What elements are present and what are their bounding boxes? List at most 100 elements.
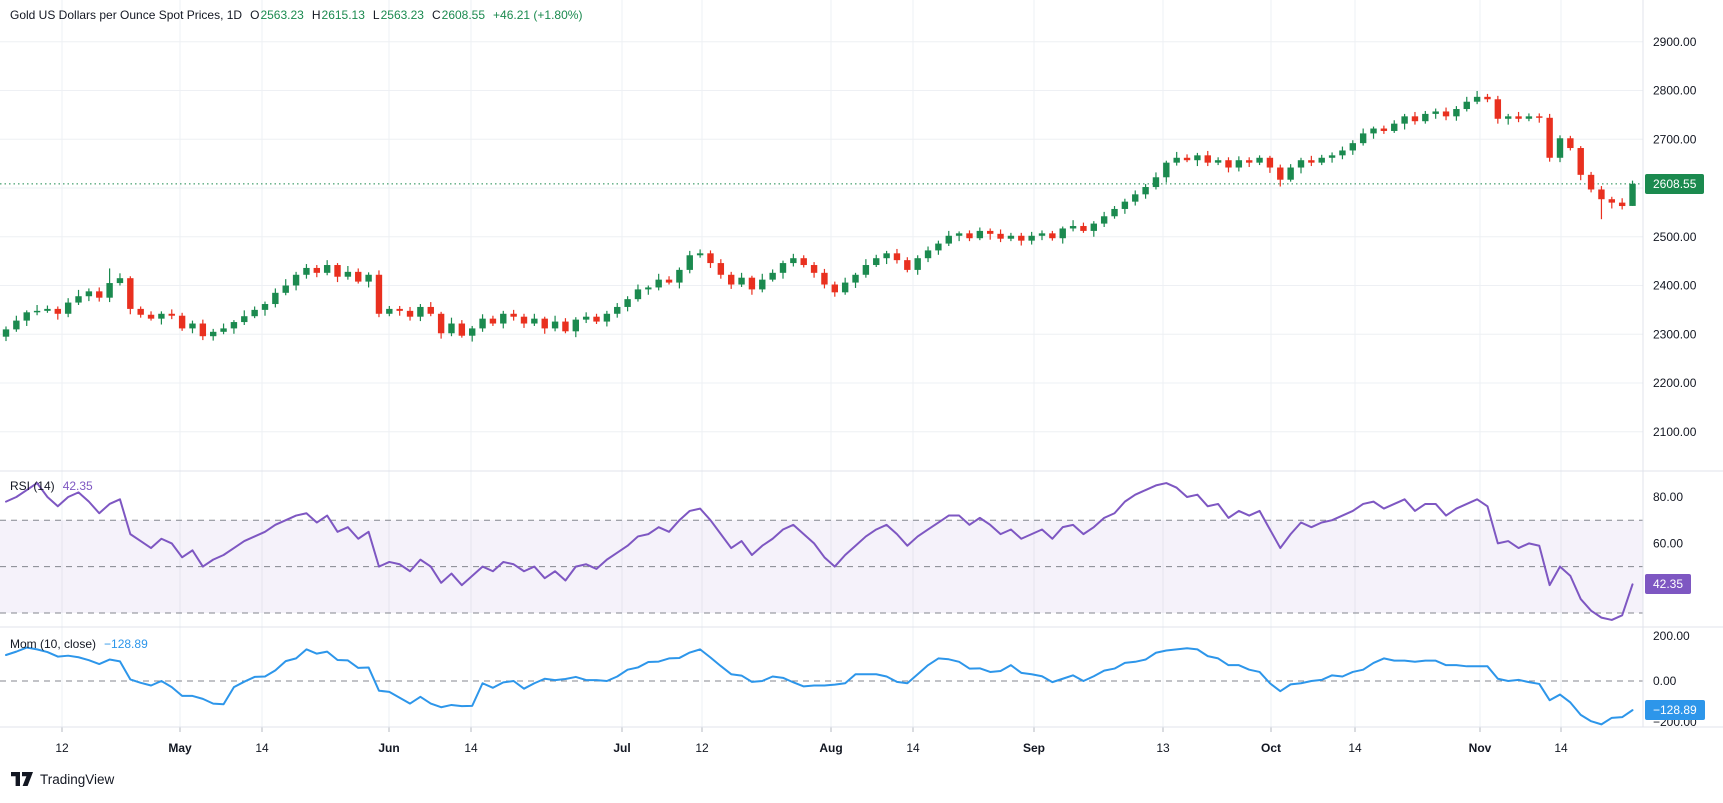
candle-down — [665, 279, 673, 283]
candle-up — [924, 250, 932, 259]
price-axis-label: 2500.00 — [1653, 230, 1697, 244]
candle-down — [1598, 189, 1605, 200]
candle-down — [127, 278, 134, 309]
candle-up — [1556, 138, 1564, 158]
time-tick-label: Oct — [1261, 741, 1281, 755]
candle-up — [116, 278, 124, 284]
candle-up — [883, 253, 890, 259]
price-axis-label: 2200.00 — [1653, 376, 1697, 390]
candle-down — [396, 308, 403, 311]
open-label: O — [250, 8, 260, 22]
candle-up — [1463, 101, 1470, 110]
candle-down — [96, 291, 103, 298]
candle-up — [500, 313, 507, 324]
candle-up — [1328, 155, 1336, 158]
candle-up — [582, 316, 590, 320]
candle-down — [1018, 235, 1025, 241]
candle-down — [1618, 202, 1626, 207]
candle-up — [479, 318, 486, 329]
candle-up — [220, 328, 227, 332]
plot-area[interactable] — [0, 0, 1643, 727]
candle-up — [551, 321, 559, 329]
candle-down — [1587, 174, 1595, 190]
candle-down — [1183, 157, 1191, 161]
time-tick-label: 14 — [906, 741, 920, 755]
candle-up — [1007, 235, 1015, 239]
candle-up — [634, 289, 642, 300]
rsi-label: RSI (14) — [10, 479, 55, 493]
candle-down — [147, 314, 155, 319]
last-price-badge: 2608.55 — [1645, 173, 1705, 194]
candle-up — [23, 312, 30, 321]
mom-value-badge: −128.89 — [1645, 700, 1705, 721]
candle-up — [1059, 228, 1066, 239]
ohlc-close: C 2608.55 — [432, 8, 485, 22]
candle-down — [1567, 138, 1574, 149]
candle-up — [614, 306, 621, 314]
candle-up — [1235, 160, 1243, 168]
candle-up — [230, 322, 238, 329]
candle-up — [531, 318, 538, 324]
candle-up — [1142, 187, 1149, 195]
candle-down — [355, 271, 362, 282]
candle-up — [1401, 116, 1408, 124]
candle-down — [707, 253, 714, 264]
candle-up — [862, 265, 870, 275]
candle-up — [251, 309, 258, 317]
candle-up — [759, 279, 766, 290]
candle-up — [1629, 183, 1636, 206]
candle-down — [1277, 167, 1284, 180]
candle-down — [375, 274, 383, 314]
candle-up — [417, 306, 424, 317]
candle-up — [210, 331, 217, 337]
candle-down — [748, 277, 756, 290]
rsi-axis-label: 80.00 — [1653, 490, 1683, 504]
candle-up — [282, 285, 289, 293]
time-tick-label: 13 — [1156, 741, 1170, 755]
symbol-title: Gold US Dollars per Ounce Spot Prices, 1… — [10, 8, 243, 22]
time-axis[interactable] — [0, 727, 1723, 763]
ohlc-low: L 2563.23 — [373, 8, 424, 22]
ohlc-high: H 2615.13 — [312, 8, 365, 22]
low-value: 2563.23 — [380, 8, 424, 22]
tradingview-logo[interactable]: TradingView — [11, 772, 114, 787]
time-tick-label: Jun — [378, 741, 399, 755]
candle-up — [852, 274, 859, 283]
candle-up — [1152, 177, 1160, 188]
candle-up — [1028, 235, 1035, 241]
candle-down — [1546, 117, 1553, 158]
mom-axis-label: 200.00 — [1653, 629, 1690, 643]
candle-up — [1287, 167, 1294, 180]
candle-down — [1246, 160, 1253, 163]
candle-down — [437, 313, 445, 334]
candle-up — [1318, 157, 1325, 163]
candle-up — [1505, 116, 1512, 119]
candle-up — [386, 308, 393, 314]
candle-up — [1422, 113, 1429, 122]
rsi-value: 42.35 — [62, 479, 93, 493]
candle-up — [603, 313, 611, 322]
candle-up — [292, 274, 300, 286]
time-tick-label: Aug — [819, 741, 842, 755]
time-tick-label: Jul — [613, 741, 630, 755]
candle-up — [1359, 133, 1367, 144]
rsi-value-badge: 42.35 — [1645, 574, 1692, 595]
price-axis[interactable] — [1643, 0, 1723, 727]
candle-down — [987, 230, 994, 234]
candle-up — [1090, 223, 1097, 231]
candle-up — [572, 319, 579, 332]
low-label: L — [372, 8, 380, 22]
candle-down — [313, 267, 320, 273]
candle-down — [199, 323, 207, 337]
candle-up — [33, 310, 41, 313]
candle-down — [1080, 226, 1087, 231]
candle-up — [241, 316, 248, 323]
candle-up — [1525, 116, 1533, 119]
candle-down — [54, 308, 61, 314]
candle-down — [406, 310, 414, 317]
candle-down — [831, 284, 838, 293]
candle-up — [1214, 160, 1222, 163]
candle-up — [1173, 157, 1180, 163]
